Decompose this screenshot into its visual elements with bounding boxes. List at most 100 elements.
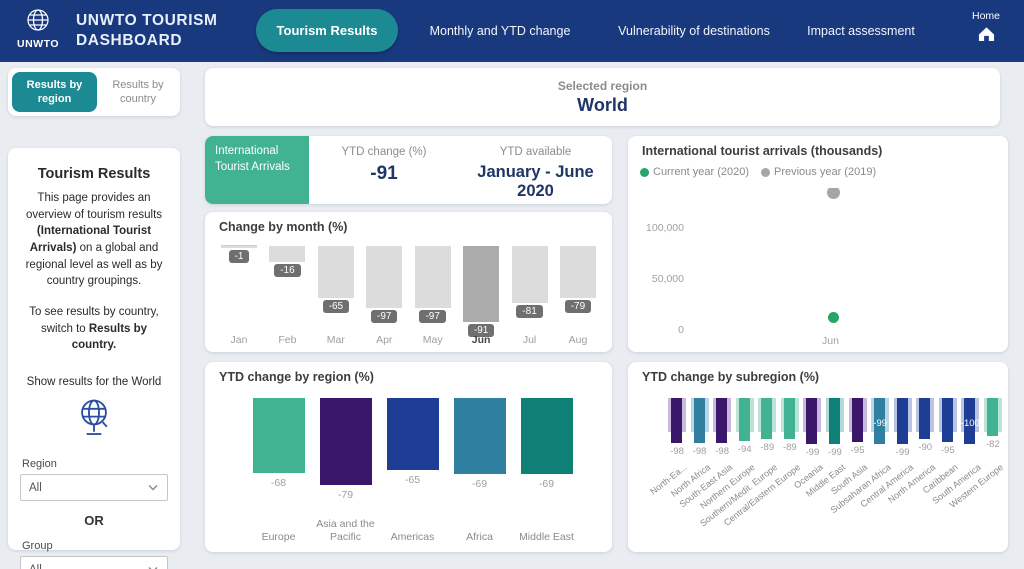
subregion-bar[interactable] [874, 398, 886, 444]
app-title: UNWTO TOURISM DASHBOARD [76, 12, 218, 50]
month-value-label: -79 [564, 300, 592, 313]
subregion-column-middle-east: -99 Middle East [804, 398, 847, 548]
top-nav: UNWTO UNWTO TOURISM DASHBOARD Tourism Re… [0, 0, 1024, 62]
subregion-bar[interactable] [738, 398, 750, 441]
month-axis-label: Jan [230, 334, 248, 346]
selected-region-value: World [577, 94, 628, 115]
month-bar-feb[interactable] [269, 246, 306, 262]
legend-dot-current [640, 167, 649, 177]
ytd-change-value: -91 [370, 163, 398, 184]
subregion-value-label: -94 [737, 444, 752, 455]
subregion-column-north-africa: -98 North Africa [669, 398, 712, 548]
subregion-column-north-america: -90 North America [886, 398, 937, 548]
change-by-month-chart: Change by month (%) -1 Jan -16 Feb -65 Mar -97… [205, 212, 612, 352]
month-value-label: -16 [274, 264, 301, 277]
chevron-down-icon [148, 484, 158, 491]
tab-results-by-country[interactable]: Results by country [112, 78, 164, 105]
y-axis-tick: 0 [678, 324, 684, 336]
or-label: OR [84, 513, 104, 529]
region-dropdown[interactable]: All [20, 474, 168, 502]
month-bar-jul[interactable] [511, 246, 548, 303]
unwto-logo[interactable]: UNWTO [14, 7, 62, 50]
month-bar-mar[interactable] [317, 246, 354, 298]
month-value-label: -65 [322, 300, 350, 313]
subregion-bar[interactable] [986, 398, 998, 436]
region-bar[interactable] [319, 398, 372, 485]
subregion-value-label: -98 [670, 446, 684, 457]
subregion-value-label: -89 [782, 442, 797, 453]
nav-tab-monthly-ytd-change[interactable]: Monthly and YTD change [429, 24, 571, 38]
subregion-value-label: -89 [760, 442, 775, 453]
month-bar-jun[interactable] [463, 246, 500, 322]
subregion-value-label: -99 [828, 447, 842, 458]
subregion-bar[interactable] [693, 398, 705, 443]
panel-switch-hint: To see results by country, switch to Res… [29, 306, 159, 352]
subregion-column-central-eastern-europe: -89 Central/Eastern Europe [722, 398, 802, 548]
subregion-value-label: -99 [873, 418, 887, 429]
subregion-column-central-america: -99 Central America [858, 398, 915, 548]
ytd-available-value: January - June 2020 [477, 163, 594, 200]
globe-wire-icon [27, 9, 49, 31]
month-column-aug: -79 Aug [558, 246, 598, 346]
home-button[interactable]: Home [972, 10, 1000, 47]
subregion-bar[interactable] [806, 398, 818, 444]
subregion-bar[interactable] [941, 398, 953, 442]
selected-region-card: Selected region World [205, 68, 1000, 126]
desk-globe-icon [18, 395, 170, 446]
region-bar[interactable] [453, 398, 506, 474]
subregion-bar[interactable] [919, 398, 931, 439]
previous-year-dot[interactable] [826, 188, 840, 199]
current-year-dot[interactable] [827, 312, 839, 324]
region-value-label: -69 [471, 478, 488, 490]
subregion-value-label: -95 [850, 445, 865, 456]
region-bar[interactable] [520, 398, 573, 474]
month-bar-jan[interactable] [221, 246, 257, 248]
subregion-bar[interactable] [851, 398, 863, 442]
month-axis-label: Jul [522, 334, 537, 346]
subregion-column-western-europe: -82 Western Europe [948, 398, 1005, 548]
month-bar-apr[interactable] [366, 246, 403, 308]
ytd-available-label: YTD available [499, 146, 572, 158]
subregion-bar[interactable] [716, 398, 728, 443]
nav-tab-tourism-results[interactable]: Tourism Results [256, 9, 398, 52]
subregion-bar[interactable] [783, 398, 795, 439]
region-axis-label: Europe [261, 530, 296, 543]
subregion-column-southern-medit-europe: -89 Southern/Medit. Europe [698, 398, 779, 548]
group-dropdown[interactable]: All [20, 556, 168, 569]
region-value-label: -65 [404, 474, 421, 486]
month-bar-may[interactable] [414, 246, 451, 308]
month-axis-label: Mar [326, 334, 345, 346]
ytd-change-by-region-chart: YTD change by region (%) -68 Europe -79 Asi… [205, 362, 612, 552]
panel-description: This page provides an overview of touris… [25, 192, 163, 288]
month-column-mar: -65 Mar [316, 246, 356, 346]
region-value-label: -69 [538, 478, 555, 490]
month-value-label: -1 [228, 250, 250, 263]
region-axis-label: Asia and the Pacific [316, 517, 375, 543]
month-axis-label: Jun [471, 334, 491, 346]
month-axis-label: Apr [376, 334, 393, 346]
tourist-arrivals-chart: International tourist arrivals (thousand… [628, 136, 1008, 352]
home-label: Home [971, 10, 1001, 22]
subregion-column-caribbean: -95 Caribbean [921, 398, 960, 548]
tab-results-by-region[interactable]: Results by region [12, 72, 97, 112]
subregion-column-subsaharan-africa: -99 Subsaharan Africa [828, 398, 892, 548]
subregion-value-label: -95 [940, 445, 955, 456]
legend-current-year[interactable]: Current year (2020) [640, 166, 749, 178]
subregion-bar[interactable] [964, 398, 976, 444]
region-bar[interactable] [252, 398, 305, 473]
selected-region-label: Selected region [557, 78, 648, 93]
month-axis-label: Feb [278, 334, 297, 346]
chart-title: Change by month (%) [219, 220, 348, 234]
legend-previous-year[interactable]: Previous year (2019) [761, 166, 876, 178]
ytd-change-by-subregion-chart: YTD change by subregion (%) -98 North-Ea.… [628, 362, 1008, 552]
subregion-bar[interactable] [671, 398, 682, 443]
nav-tab-impact-assessment[interactable]: Impact assessment [807, 24, 915, 38]
nav-tab-vulnerability[interactable]: Vulnerability of destinations [618, 24, 770, 38]
sidebar-view-tabs: Results by region Results by country [8, 68, 180, 116]
subregion-bar[interactable] [828, 398, 840, 444]
month-bar-aug[interactable] [559, 246, 596, 298]
region-bar[interactable] [386, 398, 439, 470]
subregion-bar[interactable] [761, 398, 773, 439]
region-axis-label: Africa [466, 530, 493, 543]
subregion-bar[interactable] [896, 398, 908, 444]
